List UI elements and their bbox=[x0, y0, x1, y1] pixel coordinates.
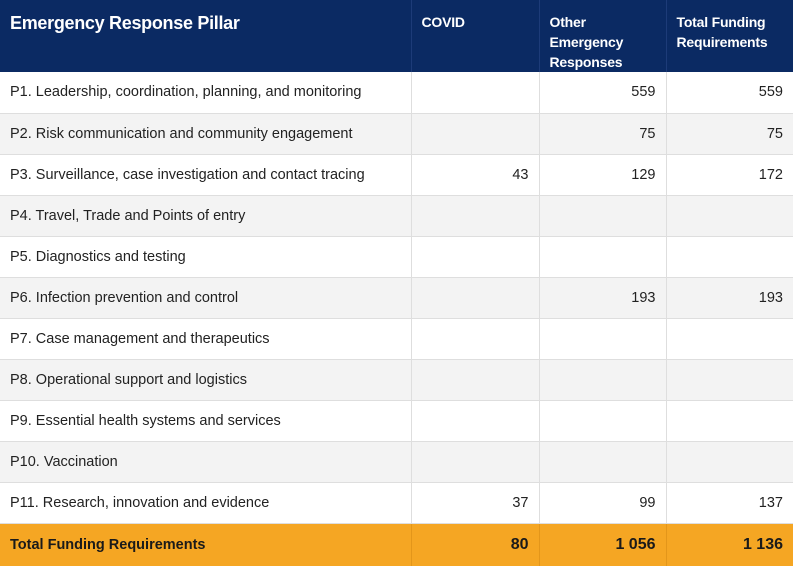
other-cell: 193 bbox=[538, 277, 666, 319]
other-cell bbox=[538, 441, 666, 483]
other-cell bbox=[538, 195, 666, 237]
total-cell bbox=[665, 318, 793, 360]
table-row: P11. Research, innovation and evidence 3… bbox=[0, 482, 793, 524]
table-row: P9. Essential health systems and service… bbox=[0, 400, 793, 442]
total-row: Total Funding Requirements 80 1 056 1 13… bbox=[0, 523, 793, 566]
covid-cell bbox=[410, 359, 539, 401]
pillar-cell: P8. Operational support and logistics bbox=[0, 359, 411, 401]
covid-cell bbox=[410, 72, 539, 114]
pillar-cell: P11. Research, innovation and evidence bbox=[0, 482, 411, 524]
total-cell: 172 bbox=[665, 154, 793, 196]
total-cell: 559 bbox=[665, 72, 793, 114]
other-cell: 99 bbox=[538, 482, 666, 524]
pillar-cell: P10. Vaccination bbox=[0, 441, 411, 483]
header-pillar: Emergency Response Pillar bbox=[0, 0, 411, 72]
total-total: 1 136 bbox=[665, 523, 793, 566]
pillar-cell: P5. Diagnostics and testing bbox=[0, 236, 411, 278]
header-total: Total Funding Requirements bbox=[665, 0, 793, 72]
covid-cell bbox=[410, 318, 539, 360]
pillar-cell: P1. Leadership, coordination, planning, … bbox=[0, 72, 411, 114]
pillar-cell: P7. Case management and therapeutics bbox=[0, 318, 411, 360]
total-cell bbox=[665, 195, 793, 237]
total-label: Total Funding Requirements bbox=[0, 523, 411, 566]
other-cell bbox=[538, 236, 666, 278]
table-row: P8. Operational support and logistics bbox=[0, 359, 793, 401]
other-cell: 75 bbox=[538, 113, 666, 155]
table-row: P4. Travel, Trade and Points of entry bbox=[0, 195, 793, 237]
total-cell bbox=[665, 359, 793, 401]
other-cell bbox=[538, 359, 666, 401]
total-covid: 80 bbox=[410, 523, 539, 566]
covid-cell bbox=[410, 441, 539, 483]
total-cell: 193 bbox=[665, 277, 793, 319]
other-cell bbox=[538, 400, 666, 442]
total-cell: 137 bbox=[665, 482, 793, 524]
table-row: P2. Risk communication and community eng… bbox=[0, 113, 793, 155]
table-row: P1. Leadership, coordination, planning, … bbox=[0, 72, 793, 114]
covid-cell bbox=[410, 400, 539, 442]
covid-cell: 43 bbox=[410, 154, 539, 196]
covid-cell bbox=[410, 277, 539, 319]
covid-cell: 37 bbox=[410, 482, 539, 524]
pillar-cell: P9. Essential health systems and service… bbox=[0, 400, 411, 442]
header-row: Emergency Response Pillar COVID Other Em… bbox=[0, 0, 793, 72]
table-row: P7. Case management and therapeutics bbox=[0, 318, 793, 360]
table-row: P10. Vaccination bbox=[0, 441, 793, 483]
other-cell: 559 bbox=[538, 72, 666, 114]
total-cell bbox=[665, 441, 793, 483]
header-other: Other Emergency Responses bbox=[538, 0, 666, 72]
total-cell: 75 bbox=[665, 113, 793, 155]
table-row: P5. Diagnostics and testing bbox=[0, 236, 793, 278]
header-covid: COVID bbox=[410, 0, 539, 72]
total-cell bbox=[665, 400, 793, 442]
covid-cell bbox=[410, 195, 539, 237]
pillar-cell: P3. Surveillance, case investigation and… bbox=[0, 154, 411, 196]
other-cell: 129 bbox=[538, 154, 666, 196]
total-cell bbox=[665, 236, 793, 278]
table-row: P3. Surveillance, case investigation and… bbox=[0, 154, 793, 196]
total-other: 1 056 bbox=[538, 523, 666, 566]
covid-cell bbox=[410, 113, 539, 155]
pillar-cell: P4. Travel, Trade and Points of entry bbox=[0, 195, 411, 237]
table-row: P6. Infection prevention and control 193… bbox=[0, 277, 793, 319]
pillar-cell: P6. Infection prevention and control bbox=[0, 277, 411, 319]
covid-cell bbox=[410, 236, 539, 278]
pillar-cell: P2. Risk communication and community eng… bbox=[0, 113, 411, 155]
other-cell bbox=[538, 318, 666, 360]
